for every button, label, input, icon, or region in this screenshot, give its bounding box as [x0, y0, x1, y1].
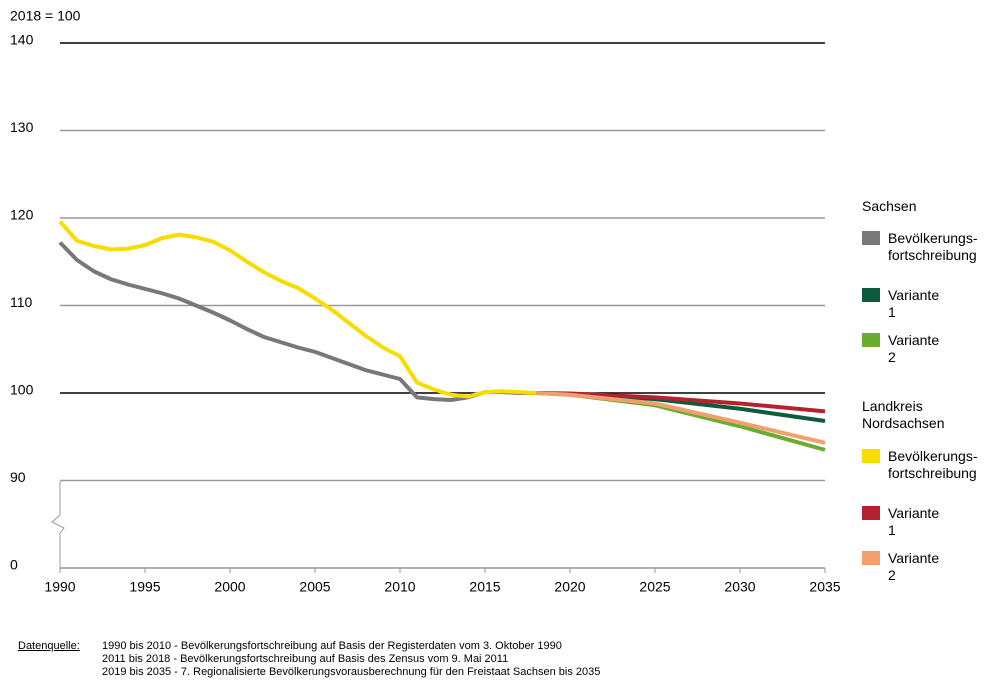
x-tick-label: 2005	[299, 579, 330, 595]
axis-break	[51, 481, 65, 568]
x-tick-label: 2025	[639, 579, 670, 595]
y-tick-label: 130	[10, 119, 34, 135]
y-tick-label: 120	[10, 207, 34, 223]
legend-label: Bevölkerungs- fortschreibung	[888, 448, 978, 481]
source-text: 2011 bis 2018 - Bevölkerungsfortschreibu…	[102, 653, 509, 665]
legend-label: Bevölkerungs- fortschreibung	[888, 230, 978, 263]
legend-label: Variante 2	[888, 332, 940, 365]
legend-swatch	[862, 506, 880, 520]
series-line	[535, 391, 826, 445]
y-tick-label: 90	[10, 469, 26, 485]
legend-swatch	[862, 231, 880, 245]
series-line	[58, 241, 536, 402]
source: Datenquelle: 1990 bis 2010 - Bevölkerungs…	[18, 640, 600, 679]
x-tick-label: 2030	[724, 579, 755, 595]
source-text: 1990 bis 2010 - Bevölkerungsfortschreibu…	[102, 640, 562, 652]
legend-group-title: Landkreis Nordsachsen	[862, 398, 945, 431]
legend-label: Variante 2	[888, 550, 940, 583]
y-unit: 2018 = 100	[10, 8, 81, 24]
x-tick-label: 2000	[214, 579, 245, 595]
chart: 2018 = 100 0 90 100 110 120 130 140 1990 1995 200…	[10, 8, 841, 595]
source-text: 2019 bis 2035 - 7. Regionalisierte Bevöl…	[102, 666, 601, 678]
source-line: Datenquelle: 1990 bis 2010 - Bevölkerungs…	[18, 640, 562, 652]
x-tick-label: 2020	[554, 579, 585, 595]
y-tick-label: 110	[10, 294, 33, 310]
x-tick-label: 2015	[469, 579, 500, 595]
y-tick-label: 100	[10, 382, 34, 398]
y-tick-label: 0	[10, 557, 18, 573]
legend-swatch	[862, 288, 880, 302]
series-line	[58, 220, 537, 399]
x-tick-label: 1990	[44, 579, 75, 595]
legend-label: Variante 1	[888, 505, 940, 538]
legend-swatch	[862, 551, 880, 565]
legend-swatch	[862, 449, 880, 463]
x-tick-label: 2010	[384, 579, 415, 595]
y-tick-label: 140	[10, 32, 34, 48]
x-tick-label: 1995	[129, 579, 160, 595]
x-tick-label: 2035	[809, 579, 840, 595]
legend-label: Variante 1	[888, 287, 940, 320]
legend-group-title: Sachsen	[862, 198, 917, 214]
legend-swatch	[862, 333, 880, 347]
